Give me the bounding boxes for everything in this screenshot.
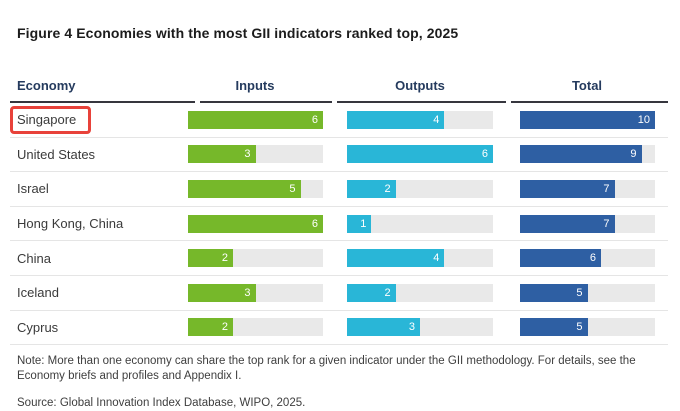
economy-cell: Iceland bbox=[10, 285, 188, 300]
outputs-bar-track: 1 bbox=[347, 214, 493, 233]
inputs-bar-value: 2 bbox=[221, 321, 228, 334]
inputs-bar-value: 3 bbox=[244, 148, 251, 161]
outputs-bar: 2 bbox=[347, 179, 396, 198]
header-rule-segment bbox=[337, 101, 506, 103]
outputs-bar-track: 4 bbox=[347, 110, 493, 129]
total-bar: 7 bbox=[520, 214, 615, 233]
outputs-bar: 4 bbox=[347, 110, 445, 129]
inputs-bar-track: 6 bbox=[188, 110, 323, 129]
economy-cell: Singapore bbox=[10, 105, 188, 134]
figure-title: Figure 4 Economies with the most GII ind… bbox=[17, 25, 459, 41]
economy-label: Hong Kong, China bbox=[17, 216, 124, 232]
total-bar-track: 10 bbox=[520, 110, 655, 129]
economy-cell: United States bbox=[10, 147, 188, 162]
table-row: Cyprus 2 3 5 bbox=[10, 311, 668, 346]
economy-label: Iceland bbox=[17, 285, 59, 301]
table-row: China 2 4 6 bbox=[10, 241, 668, 276]
table-row: Singapore 6 4 10 bbox=[10, 103, 668, 138]
inputs-bar: 2 bbox=[188, 249, 233, 268]
total-bar-value: 10 bbox=[637, 113, 650, 126]
outputs-bar-track: 6 bbox=[347, 145, 493, 164]
outputs-bar-value: 2 bbox=[384, 286, 391, 299]
inputs-bar-track: 5 bbox=[188, 179, 323, 198]
inputs-bar-track: 2 bbox=[188, 318, 323, 337]
economy-cell: Hong Kong, China bbox=[10, 216, 188, 231]
table-row: Israel 5 2 7 bbox=[10, 172, 668, 207]
inputs-bar: 3 bbox=[188, 283, 256, 302]
outputs-bar: 6 bbox=[347, 145, 493, 164]
total-bar: 5 bbox=[520, 283, 588, 302]
table-header: Economy Inputs Outputs Total bbox=[10, 78, 668, 94]
inputs-bar: 6 bbox=[188, 110, 323, 129]
total-bar-value: 7 bbox=[603, 217, 610, 230]
table-row: Iceland 3 2 5 bbox=[10, 276, 668, 311]
outputs-bar: 2 bbox=[347, 283, 396, 302]
economy-label-highlighted: Singapore bbox=[10, 105, 92, 134]
total-bar-track: 5 bbox=[520, 283, 655, 302]
outputs-bar-value: 3 bbox=[408, 321, 415, 334]
outputs-bar-value: 2 bbox=[384, 182, 391, 195]
inputs-bar-track: 2 bbox=[188, 249, 323, 268]
inputs-bar-track: 6 bbox=[188, 214, 323, 233]
inputs-bar-track: 3 bbox=[188, 283, 323, 302]
economy-label: Israel bbox=[17, 181, 49, 197]
total-bar: 10 bbox=[520, 110, 655, 129]
total-bar-value: 9 bbox=[630, 148, 637, 161]
total-bar-value: 7 bbox=[603, 182, 610, 195]
table-row: Hong Kong, China 6 1 7 bbox=[10, 207, 668, 242]
outputs-bar: 4 bbox=[347, 249, 445, 268]
header-rule-segment bbox=[10, 101, 195, 103]
inputs-bar-value: 2 bbox=[221, 252, 228, 265]
column-header-total: Total bbox=[571, 78, 603, 93]
column-header-inputs: Inputs bbox=[235, 78, 275, 93]
total-bar: 9 bbox=[520, 145, 642, 164]
outputs-bar-value: 4 bbox=[433, 252, 440, 265]
table-row: United States 3 6 9 bbox=[10, 138, 668, 173]
inputs-bar: 5 bbox=[188, 179, 301, 198]
outputs-bar: 3 bbox=[347, 318, 420, 337]
header-rule-segment bbox=[511, 101, 668, 103]
outputs-bar-track: 2 bbox=[347, 283, 493, 302]
economy-label: United States bbox=[17, 146, 96, 162]
inputs-bar-value: 6 bbox=[311, 113, 318, 126]
column-header-economy: Economy bbox=[17, 78, 76, 93]
total-bar-track: 6 bbox=[520, 249, 655, 268]
header-rule bbox=[10, 101, 668, 103]
economy-cell: Cyprus bbox=[10, 320, 188, 335]
outputs-bar-track: 4 bbox=[347, 249, 493, 268]
total-bar-track: 7 bbox=[520, 214, 655, 233]
outputs-bar-value: 6 bbox=[481, 148, 488, 161]
outputs-bar-value: 1 bbox=[360, 217, 367, 230]
economy-cell: Israel bbox=[10, 181, 188, 196]
total-bar-track: 7 bbox=[520, 179, 655, 198]
inputs-bar: 2 bbox=[188, 318, 233, 337]
inputs-bar: 3 bbox=[188, 145, 256, 164]
total-bar-value: 5 bbox=[576, 286, 583, 299]
total-bar: 5 bbox=[520, 318, 588, 337]
inputs-bar: 6 bbox=[188, 214, 323, 233]
figure-container: Figure 4 Economies with the most GII ind… bbox=[10, 0, 668, 411]
total-bar: 6 bbox=[520, 249, 601, 268]
inputs-bar-value: 6 bbox=[311, 217, 318, 230]
inputs-bar-value: 5 bbox=[289, 182, 296, 195]
total-bar: 7 bbox=[520, 179, 615, 198]
economy-label: Cyprus bbox=[17, 319, 59, 335]
note-text: Note: More than one economy can share th… bbox=[17, 355, 636, 383]
table-body: Singapore 6 4 10 United States 3 6 9 Israel 5 2 7 Ho… bbox=[10, 103, 668, 346]
outputs-bar: 1 bbox=[347, 214, 372, 233]
header-rule-segment bbox=[200, 101, 332, 103]
total-bar-track: 9 bbox=[520, 145, 655, 164]
outputs-bar-value: 4 bbox=[433, 113, 440, 126]
total-bar-track: 5 bbox=[520, 318, 655, 337]
economy-label: China bbox=[17, 250, 51, 266]
column-header-outputs: Outputs bbox=[395, 78, 445, 93]
outputs-bar-track: 3 bbox=[347, 318, 493, 337]
total-bar-value: 6 bbox=[589, 252, 596, 265]
inputs-bar-track: 3 bbox=[188, 145, 323, 164]
inputs-bar-value: 3 bbox=[244, 286, 251, 299]
total-bar-value: 5 bbox=[576, 321, 583, 334]
outputs-bar-track: 2 bbox=[347, 179, 493, 198]
economy-cell: China bbox=[10, 251, 188, 266]
